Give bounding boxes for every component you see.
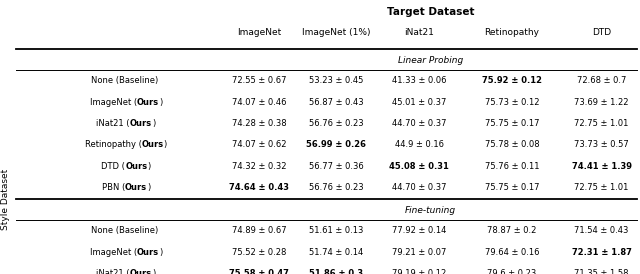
Text: Retinopathy (: Retinopathy (: [85, 141, 141, 149]
Text: 44.9 ± 0.16: 44.9 ± 0.16: [395, 141, 444, 149]
Text: iNat21 (: iNat21 (: [97, 119, 130, 128]
Text: 45.08 ± 0.31: 45.08 ± 0.31: [389, 162, 449, 171]
Text: 56.76 ± 0.23: 56.76 ± 0.23: [308, 119, 364, 128]
Text: 72.68 ± 0.7: 72.68 ± 0.7: [577, 76, 627, 85]
Text: 74.64 ± 0.43: 74.64 ± 0.43: [229, 183, 289, 192]
Text: 74.32 ± 0.32: 74.32 ± 0.32: [232, 162, 287, 171]
Text: Retinopathy: Retinopathy: [484, 28, 540, 37]
Text: 56.87 ± 0.43: 56.87 ± 0.43: [308, 98, 364, 107]
Text: 75.78 ± 0.08: 75.78 ± 0.08: [484, 141, 540, 149]
Text: DTD (: DTD (: [101, 162, 125, 171]
Text: Ours: Ours: [141, 141, 164, 149]
Text: ): ): [164, 141, 167, 149]
Text: ): ): [147, 183, 150, 192]
Text: 56.99 ± 0.26: 56.99 ± 0.26: [306, 141, 366, 149]
Text: ): ): [159, 248, 162, 256]
Text: 44.70 ± 0.37: 44.70 ± 0.37: [392, 183, 447, 192]
Text: 72.55 ± 0.67: 72.55 ± 0.67: [232, 76, 287, 85]
Text: 51.61 ± 0.13: 51.61 ± 0.13: [309, 226, 363, 235]
Text: 44.70 ± 0.37: 44.70 ± 0.37: [392, 119, 447, 128]
Text: 74.89 ± 0.67: 74.89 ± 0.67: [232, 226, 287, 235]
Text: 79.64 ± 0.16: 79.64 ± 0.16: [484, 248, 540, 256]
Text: Ours: Ours: [130, 119, 152, 128]
Text: 75.92 ± 0.12: 75.92 ± 0.12: [482, 76, 542, 85]
Text: 75.75 ± 0.17: 75.75 ± 0.17: [484, 119, 540, 128]
Text: DTD: DTD: [592, 28, 611, 37]
Text: Ours: Ours: [125, 183, 147, 192]
Text: ImageNet (: ImageNet (: [90, 248, 137, 256]
Text: iNat21: iNat21: [404, 28, 434, 37]
Text: None (Baseline): None (Baseline): [91, 226, 159, 235]
Text: 45.01 ± 0.37: 45.01 ± 0.37: [392, 98, 446, 107]
Text: 72.75 ± 1.01: 72.75 ± 1.01: [575, 119, 628, 128]
Text: 77.92 ± 0.14: 77.92 ± 0.14: [392, 226, 446, 235]
Text: 74.07 ± 0.46: 74.07 ± 0.46: [232, 98, 287, 107]
Text: 75.52 ± 0.28: 75.52 ± 0.28: [232, 248, 286, 256]
Text: 74.28 ± 0.38: 74.28 ± 0.38: [232, 119, 287, 128]
Text: 79.6 ± 0.23: 79.6 ± 0.23: [488, 269, 536, 274]
Text: Ours: Ours: [137, 248, 159, 256]
Text: 51.86 ± 0.3: 51.86 ± 0.3: [309, 269, 363, 274]
Text: ): ): [152, 119, 156, 128]
Text: 75.73 ± 0.12: 75.73 ± 0.12: [484, 98, 540, 107]
Text: PBN (: PBN (: [102, 183, 125, 192]
Text: 41.33 ± 0.06: 41.33 ± 0.06: [392, 76, 447, 85]
Text: Fine-tuning: Fine-tuning: [405, 206, 456, 215]
Text: Linear Probing: Linear Probing: [398, 56, 463, 65]
Text: 75.76 ± 0.11: 75.76 ± 0.11: [484, 162, 540, 171]
Text: Ours: Ours: [125, 162, 147, 171]
Text: 71.35 ± 1.58: 71.35 ± 1.58: [574, 269, 629, 274]
Text: 56.76 ± 0.23: 56.76 ± 0.23: [308, 183, 364, 192]
Text: 73.73 ± 0.57: 73.73 ± 0.57: [574, 141, 629, 149]
Text: Ours: Ours: [137, 98, 159, 107]
Text: ): ): [159, 98, 162, 107]
Text: None (Baseline): None (Baseline): [91, 76, 159, 85]
Text: 56.77 ± 0.36: 56.77 ± 0.36: [308, 162, 364, 171]
Text: ImageNet (1%): ImageNet (1%): [301, 28, 371, 37]
Text: 75.58 ± 0.47: 75.58 ± 0.47: [229, 269, 289, 274]
Text: Target Dataset: Target Dataset: [387, 7, 474, 17]
Text: 71.54 ± 0.43: 71.54 ± 0.43: [575, 226, 628, 235]
Text: iNat21 (: iNat21 (: [97, 269, 130, 274]
Text: 78.87 ± 0.2: 78.87 ± 0.2: [487, 226, 537, 235]
Text: ImageNet (: ImageNet (: [90, 98, 137, 107]
Text: 73.69 ± 1.22: 73.69 ± 1.22: [574, 98, 629, 107]
Text: Ours: Ours: [130, 269, 152, 274]
Text: 79.19 ± 0.12: 79.19 ± 0.12: [392, 269, 446, 274]
Text: 72.75 ± 1.01: 72.75 ± 1.01: [575, 183, 628, 192]
Text: 53.23 ± 0.45: 53.23 ± 0.45: [309, 76, 363, 85]
Text: ): ): [147, 162, 150, 171]
Text: 72.31 ± 1.87: 72.31 ± 1.87: [572, 248, 632, 256]
Text: 51.74 ± 0.14: 51.74 ± 0.14: [309, 248, 363, 256]
Text: Style Dataset: Style Dataset: [1, 169, 10, 230]
Text: ): ): [152, 269, 156, 274]
Text: 74.07 ± 0.62: 74.07 ± 0.62: [232, 141, 287, 149]
Text: 79.21 ± 0.07: 79.21 ± 0.07: [392, 248, 446, 256]
Text: 74.41 ± 1.39: 74.41 ± 1.39: [572, 162, 632, 171]
Text: 75.75 ± 0.17: 75.75 ± 0.17: [484, 183, 540, 192]
Text: ImageNet: ImageNet: [237, 28, 282, 37]
